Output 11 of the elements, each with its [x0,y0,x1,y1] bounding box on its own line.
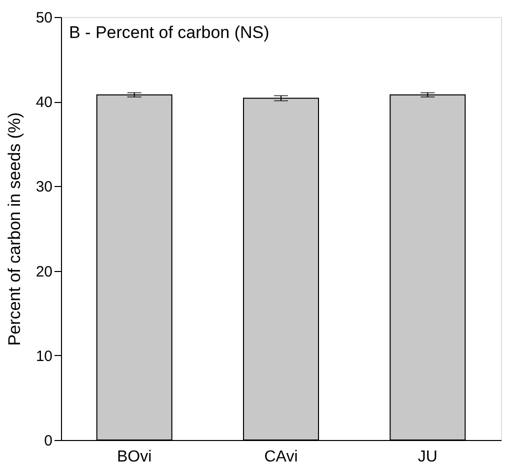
y-tick-label: 50 [36,10,52,26]
y-tick-label: 10 [36,348,52,365]
x-tick-label: BOvi [116,448,152,466]
y-axis-title: Percent of carbon in seeds (%) [4,112,24,346]
y-tick-label: 30 [36,178,52,196]
y-tick-label: 40 [36,94,52,112]
x-tick-label: JU [418,448,438,466]
y-tick-label: 20 [36,263,52,280]
y-tick-label: 0 [44,432,52,450]
x-tick-label: CAvi [264,448,298,466]
chart-title: B - Percent of carbon (NS) [69,23,270,42]
